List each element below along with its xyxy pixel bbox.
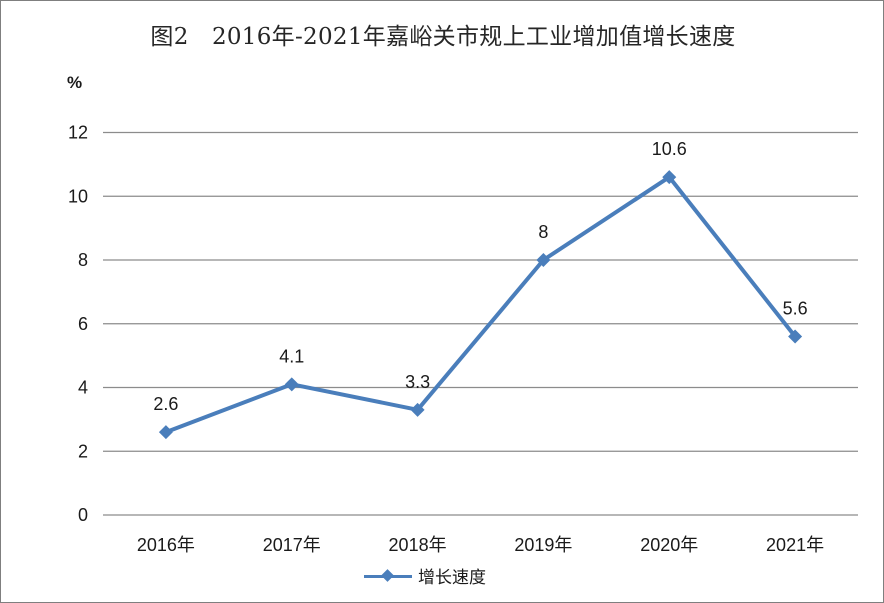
data-point-2	[410, 402, 425, 417]
data-label-5: 5.6	[783, 299, 808, 319]
data-label-2: 3.3	[405, 372, 430, 392]
y-tick-label-8: 8	[78, 250, 88, 270]
x-tick-label-4: 2020年	[640, 535, 698, 555]
y-axis-unit-label: %	[67, 73, 83, 92]
legend: 增长速度	[364, 563, 486, 588]
data-label-0: 2.6	[153, 394, 178, 414]
data-label-4: 10.6	[652, 139, 687, 159]
y-tick-label-2: 2	[78, 441, 88, 461]
x-tick-label-5: 2021年	[766, 535, 824, 555]
y-tick-label-6: 6	[78, 314, 88, 334]
data-label-1: 4.1	[279, 346, 304, 366]
series-line-0	[165, 175, 797, 434]
legend-line-marker	[364, 568, 412, 583]
x-tick-label-0: 2016年	[137, 535, 195, 555]
legend-label: 增长速度	[418, 568, 486, 588]
plot-area: 0 2 4 6 8 10 12 2016年 2017年 2018年 2019年 2020年 2021年 2…	[68, 123, 858, 555]
data-point-1	[284, 377, 299, 392]
x-tick-label-3: 2019年	[514, 535, 572, 555]
x-tick-label-1: 2017年	[263, 535, 321, 555]
data-point-0	[158, 425, 173, 440]
diamond-marker-icon	[381, 568, 394, 582]
x-tick-label-2: 2018年	[389, 535, 447, 555]
y-tick-label-4: 4	[78, 378, 88, 398]
chart-title: 图2 2016年-2021年嘉峪关市规上工业增加值增长速度	[150, 24, 736, 50]
data-point-5	[788, 329, 803, 344]
y-tick-label-10: 10	[68, 186, 88, 206]
data-point-3	[536, 253, 551, 267]
data-label-3: 8	[538, 222, 548, 242]
y-tick-label-12: 12	[68, 123, 88, 143]
data-point-4	[662, 170, 677, 185]
y-tick-label-0: 0	[78, 505, 88, 525]
